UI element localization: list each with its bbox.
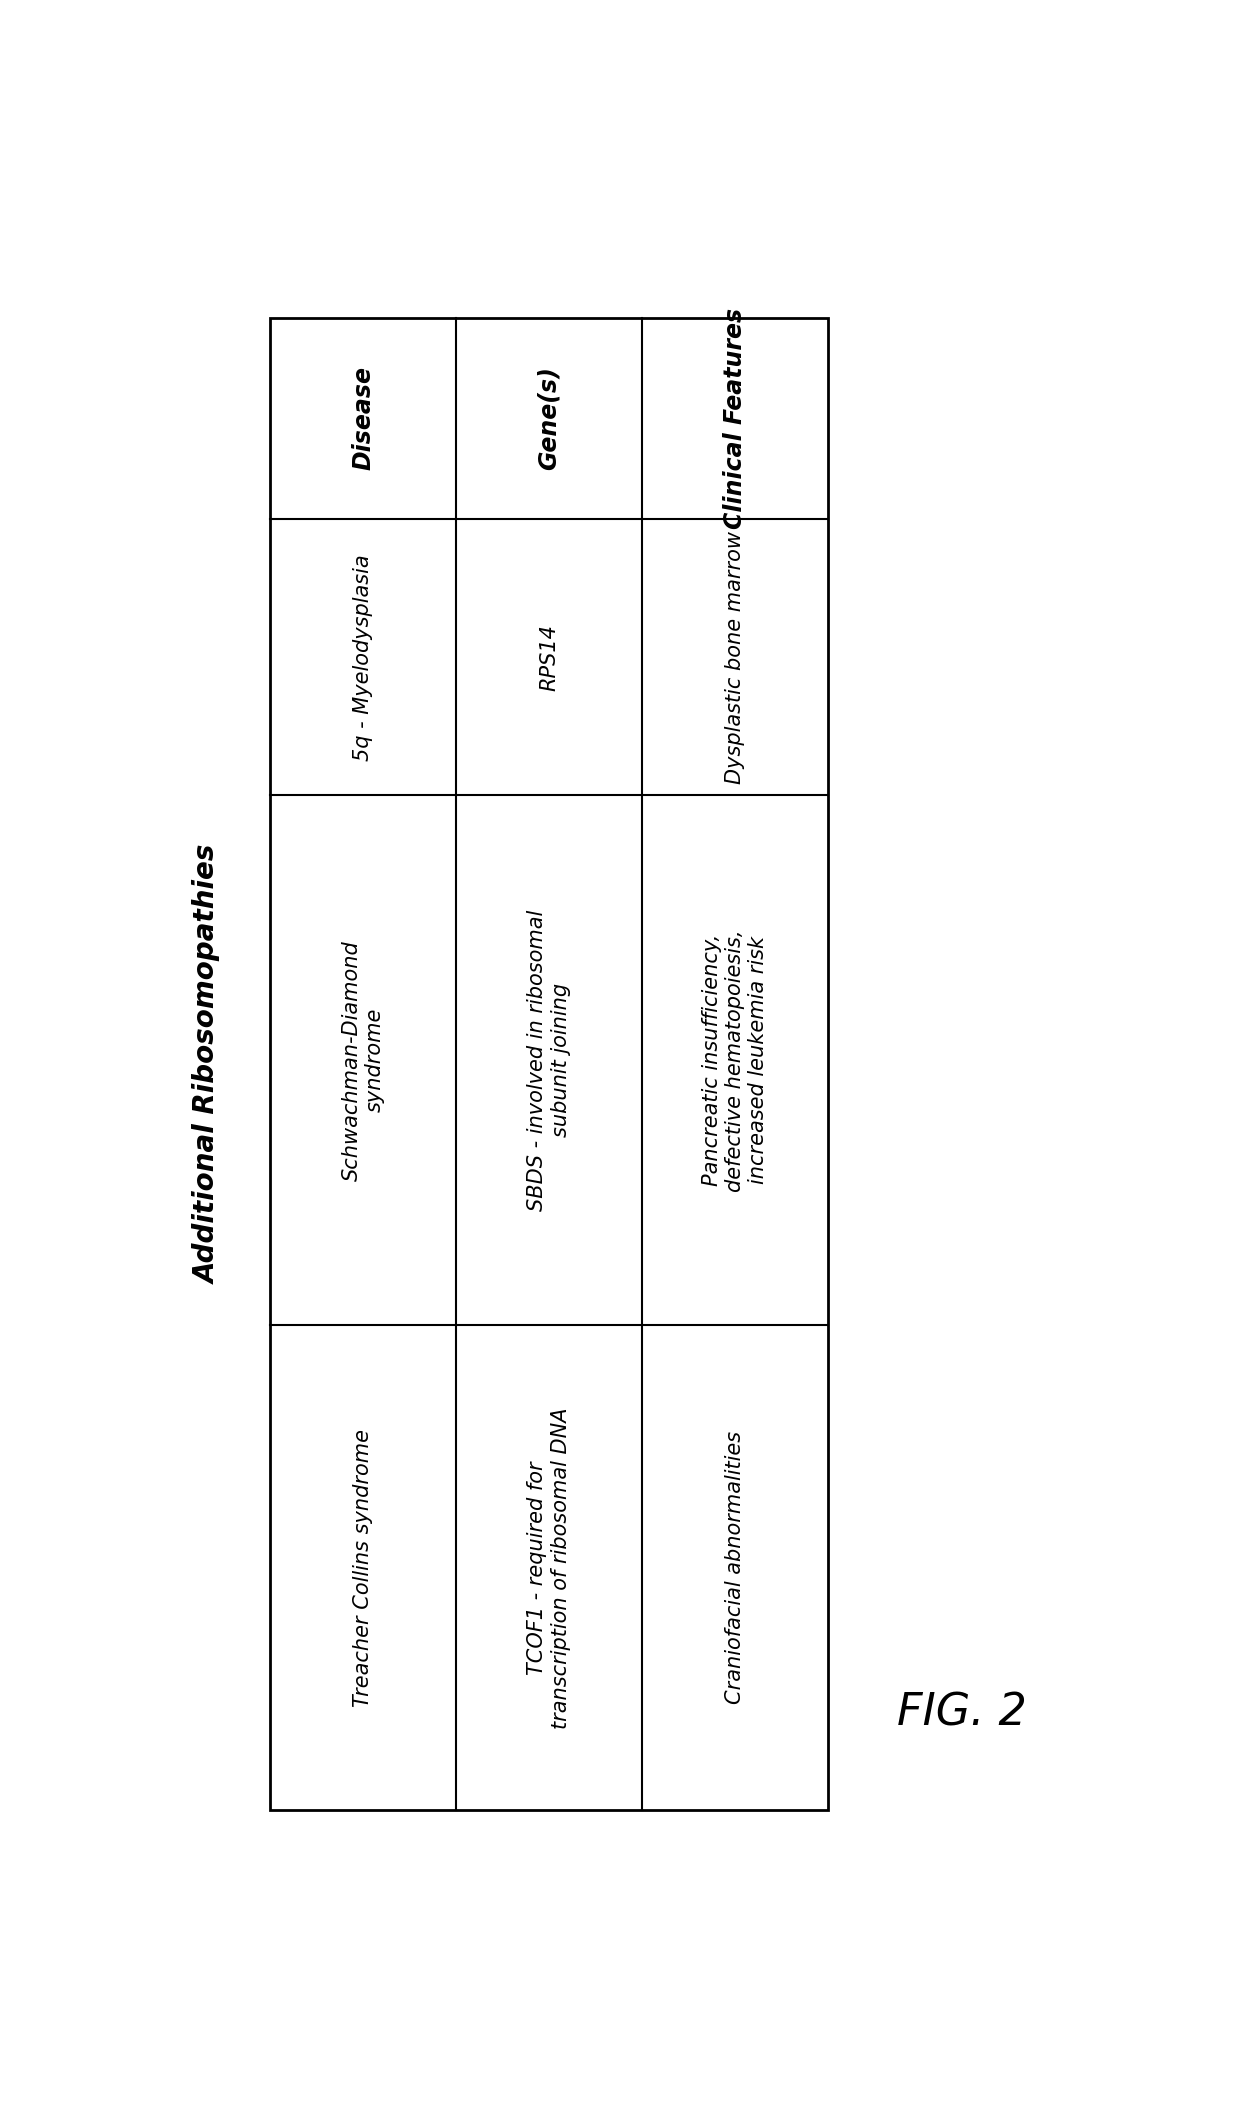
Text: Schwachman-Diamond
syndrome: Schwachman-Diamond syndrome [341, 940, 384, 1180]
Text: 5q - Myelodysplasia: 5q - Myelodysplasia [353, 554, 373, 761]
Text: Clinical Features: Clinical Features [723, 308, 746, 529]
Text: RPS14: RPS14 [539, 624, 559, 691]
Text: Treacher Collins syndrome: Treacher Collins syndrome [353, 1429, 373, 1707]
Text: Craniofacial abnormalities: Craniofacial abnormalities [725, 1431, 745, 1705]
Text: Gene(s): Gene(s) [537, 367, 560, 470]
Text: SBDS - involved in ribosomal
subunit joining: SBDS - involved in ribosomal subunit joi… [527, 910, 570, 1212]
Text: TCOF1 - required for
transcription of ribosomal DNA: TCOF1 - required for transcription of ri… [527, 1407, 570, 1728]
Text: Additional Ribosomopathies: Additional Ribosomopathies [193, 845, 222, 1283]
Text: Dysplastic bone marrow: Dysplastic bone marrow [725, 531, 745, 784]
Text: Disease: Disease [351, 367, 376, 470]
Text: FIG. 2: FIG. 2 [898, 1692, 1027, 1734]
Text: Pancreatic insufficiency,
defective hematopoiesis,
increased leukemia risk: Pancreatic insufficiency, defective hema… [702, 929, 768, 1193]
Bar [270, 318, 828, 1810]
